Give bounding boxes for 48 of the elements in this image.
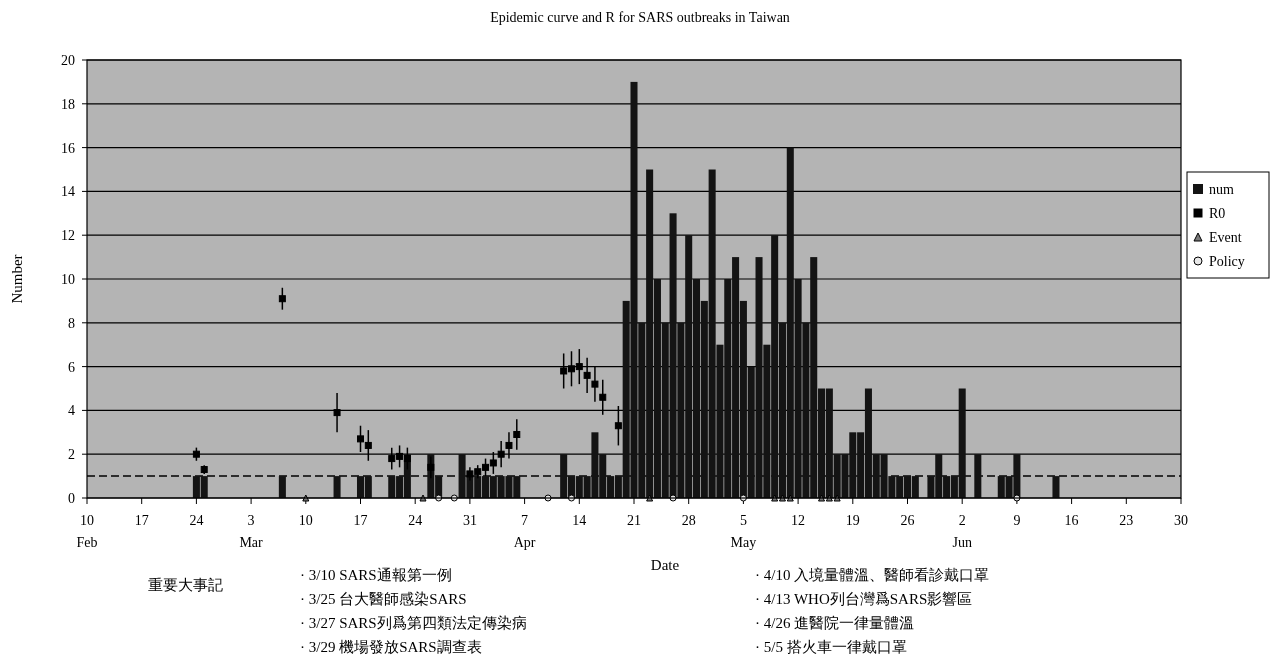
text: · 4/26 進醫院一律量體溫 — [755, 615, 915, 631]
x-tick-label: 21 — [627, 513, 641, 528]
x-tick-label: 9 — [1013, 513, 1021, 528]
legend-label: R0 — [1209, 206, 1226, 221]
x-tick-label: 7 Apr — [513, 513, 536, 550]
x-tick-label: 12 — [791, 513, 806, 528]
x-tick-label: 14 — [572, 513, 587, 528]
x-tick-label: 5 May — [730, 513, 757, 550]
y-tick-label: 14 — [61, 184, 75, 200]
x-tick-label: 24 — [408, 513, 423, 528]
text: · 4/13 WHO列台灣爲SARS影響區 — [755, 591, 973, 607]
y-tick-label: 12 — [61, 228, 75, 244]
text: · 3/10 SARS通報第一例 — [300, 567, 452, 583]
y-tick-label: 8 — [68, 315, 75, 331]
text: · 4/10 入境量體溫、醫師看診戴口罩 — [755, 567, 990, 583]
text: 重要大事記 — [148, 577, 223, 593]
y-tick-label: 0 — [68, 491, 75, 506]
text: · 3/29 機場發放SARS調查表 — [300, 639, 482, 655]
chart-title: Epidemic curve and R for SARS outbreaks in Taiwan — [490, 10, 790, 25]
text: · 5/5 搭火車一律戴口罩 — [755, 639, 907, 655]
x-tick-label: 28 — [681, 513, 696, 528]
legend-label: Policy — [1209, 254, 1245, 269]
y-tick-label: 2 — [68, 447, 75, 463]
x-tick-label: 10 — [298, 513, 313, 528]
x-tick-label: 19 — [845, 513, 860, 528]
y-tick-label: 16 — [61, 140, 75, 156]
x-tick-label: 24 — [189, 513, 204, 528]
x-tick-label: 30 — [1174, 513, 1188, 528]
x-tick-label: 23 — [1119, 513, 1134, 528]
y-tick-label: 10 — [61, 272, 75, 287]
text: · 3/27 SARS列爲第四類法定傳染病 — [300, 615, 527, 631]
y-tick-label: 6 — [68, 359, 75, 375]
y-tick-label: 20 — [61, 53, 75, 68]
x-tick-label: 26 — [900, 513, 915, 528]
legend-label: num — [1209, 182, 1234, 197]
y-axis-title: Number — [9, 254, 25, 304]
x-tick-label: 17 — [134, 513, 149, 528]
x-tick-label: 31 — [462, 513, 477, 528]
legend-label: Event — [1209, 230, 1242, 245]
y-tick-label: 18 — [61, 96, 75, 112]
x-axis-title: Date — [650, 557, 680, 573]
x-tick-label: 3 Mar — [239, 513, 264, 550]
x-tick-label: 16 — [1064, 513, 1079, 528]
x-tick-label: 10 Feb — [76, 513, 98, 550]
x-tick-label: 2 Jun — [952, 513, 972, 550]
text: · 3/25 台大醫師感染SARS — [300, 591, 467, 607]
y-tick-label: 4 — [68, 403, 75, 419]
x-tick-label: 17 — [353, 513, 368, 528]
